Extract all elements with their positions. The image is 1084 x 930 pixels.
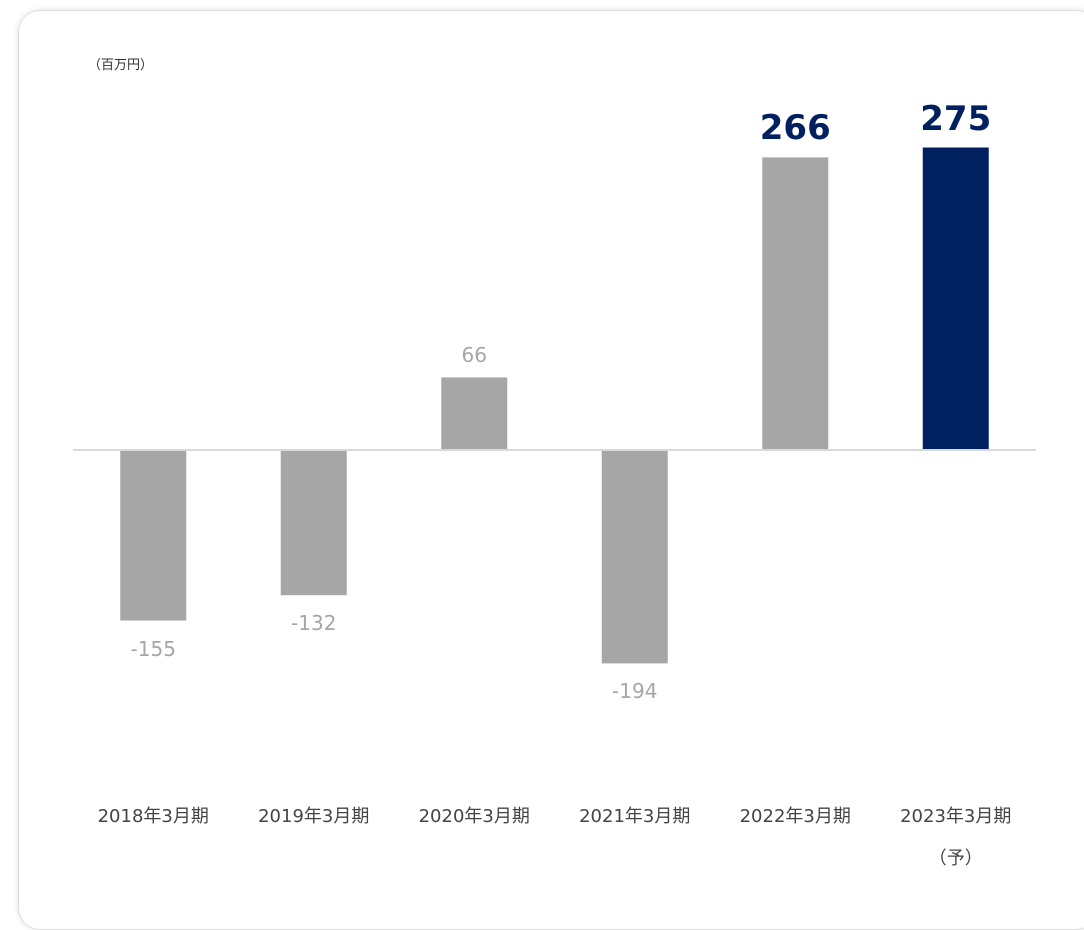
value-label: 266 <box>759 108 831 149</box>
x-tick-label: 2020年3月期 <box>418 806 530 827</box>
value-label: 66 <box>461 343 487 368</box>
x-tick-label: 2019年3月期 <box>258 806 370 827</box>
bar <box>280 450 347 596</box>
x-tick-label: 2021年3月期 <box>579 806 691 827</box>
bar <box>120 450 187 621</box>
x-tick-label: 2022年3月期 <box>739 806 851 827</box>
x-tick-label: 2018年3月期 <box>97 806 209 827</box>
value-label: 275 <box>920 98 992 139</box>
bar <box>601 450 668 664</box>
value-label: -132 <box>291 611 337 636</box>
x-tick-label: 2023年3月期 （予） <box>900 806 1012 869</box>
bar <box>441 377 508 450</box>
y-unit: （百万円） <box>88 58 154 73</box>
value-label: -194 <box>612 679 658 704</box>
bar <box>922 147 989 450</box>
value-label: -155 <box>130 636 176 661</box>
bar <box>762 157 829 450</box>
